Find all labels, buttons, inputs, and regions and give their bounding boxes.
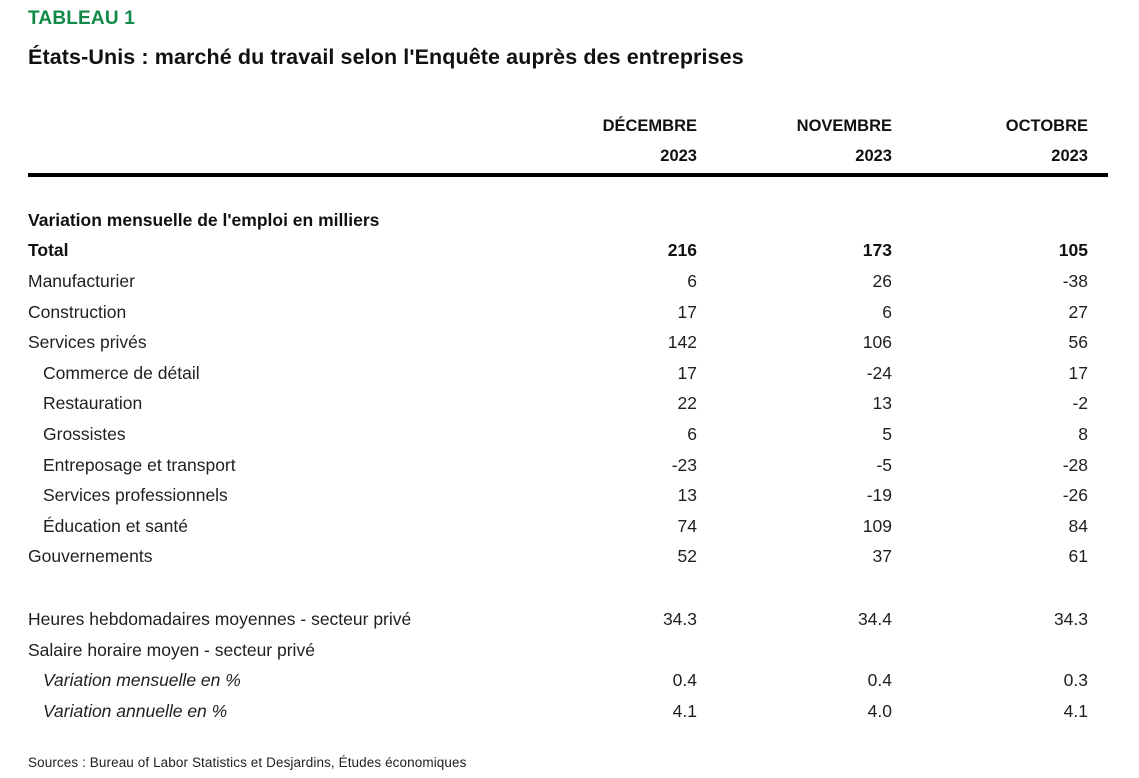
row-value-nov: 4.0 (867, 700, 892, 721)
row-value-nov: 106 (862, 332, 892, 353)
table-row-construction: Construction 17 6 27 (28, 297, 1108, 328)
row-value-dec (502, 635, 697, 666)
row-label: Variation mensuelle en % (43, 670, 241, 691)
row-label: Commerce de détail (43, 362, 200, 383)
row-value-nov: -24 (866, 362, 892, 383)
table-row-variation-mensuelle-pct: Variation mensuelle en % 0.4 0.4 0.3 (28, 665, 1108, 696)
column-header-december: DÉCEMBRE (602, 117, 697, 135)
table-row-restauration: Restauration 22 13 -2 (28, 389, 1108, 420)
row-value-dec: 216 (667, 240, 697, 261)
table-row-commerce-detail: Commerce de détail 17 -24 17 (28, 358, 1108, 389)
row-value-oct: 17 (1068, 362, 1088, 383)
row-value-oct: -2 (1072, 393, 1088, 414)
row-label: Services privés (28, 332, 147, 353)
row-label: Total (28, 240, 69, 261)
table-header: DÉCEMBRE NOVEMBRE OCTOBRE 2023 2023 2023 (28, 106, 1108, 177)
table-row-salaire-horaire: Salaire horaire moyen - secteur privé (28, 635, 1108, 666)
table-row-gouvernements: Gouvernements 52 37 61 (28, 542, 1108, 573)
header-month-row: DÉCEMBRE NOVEMBRE OCTOBRE (28, 106, 1108, 136)
row-value-oct (892, 635, 1108, 666)
table-body: Variation mensuelle de l'emploi en milli… (28, 175, 1108, 727)
row-value-dec: 4.1 (672, 700, 697, 721)
row-value-dec: 17 (677, 362, 697, 383)
row-value-dec: 6 (687, 423, 697, 444)
row-value-oct: -38 (1062, 270, 1088, 291)
row-value-oct: -26 (1062, 485, 1088, 506)
row-label: Services professionnels (43, 485, 228, 506)
table-row-total: Total 216 173 105 (28, 236, 1108, 267)
table-row-entreposage-transport: Entreposage et transport -23 -5 -28 (28, 450, 1108, 481)
row-value-nov: -5 (876, 454, 892, 475)
table-tag: TABLEAU 1 (28, 8, 136, 29)
page-title: États-Unis : marché du travail selon l'E… (28, 45, 744, 69)
row-value-nov: 0.4 (867, 670, 892, 691)
row-value-oct: 4.1 (1063, 700, 1088, 721)
row-label: Grossistes (43, 423, 126, 444)
column-year-october: 2023 (892, 136, 1108, 177)
row-value-dec: 74 (677, 515, 697, 536)
row-value-nov: 173 (862, 240, 892, 261)
row-label: Éducation et santé (43, 515, 188, 536)
row-value-oct: 34.3 (1053, 608, 1088, 629)
row-value-oct: 84 (1068, 515, 1088, 536)
row-label: Heures hebdomadaires moyennes - secteur … (28, 608, 412, 629)
column-header-october: OCTOBRE (1005, 117, 1088, 135)
table-row-services-prives: Services privés 142 106 56 (28, 327, 1108, 358)
row-value-nov: -19 (866, 485, 892, 506)
table-row-services-professionnels: Services professionnels 13 -19 -26 (28, 480, 1108, 511)
row-value-oct: -28 (1062, 454, 1088, 475)
header-year-row: 2023 2023 2023 (28, 136, 1108, 177)
row-value-dec: 22 (677, 393, 697, 414)
header-spacer (28, 136, 502, 177)
row-label: Manufacturier (28, 270, 135, 291)
table-row-heures-hebdomadaires: Heures hebdomadaires moyennes - secteur … (28, 572, 1108, 635)
row-value-oct (892, 175, 1108, 236)
row-value-dec: -23 (671, 454, 697, 475)
row-label: Variation annuelle en % (43, 700, 228, 721)
table-row-education-sante: Éducation et santé 74 109 84 (28, 511, 1108, 542)
row-value-dec (502, 175, 697, 236)
header-spacer (28, 106, 502, 136)
row-label: Restauration (43, 393, 143, 414)
row-value-nov: 37 (872, 546, 892, 567)
labor-market-table: DÉCEMBRE NOVEMBRE OCTOBRE 2023 2023 2023… (28, 106, 1108, 727)
row-value-dec: 142 (667, 332, 697, 353)
column-year-november: 2023 (697, 136, 892, 177)
row-value-nov: 6 (882, 301, 892, 322)
row-value-oct: 105 (1058, 240, 1088, 261)
row-value-nov: 5 (882, 423, 892, 444)
row-value-oct: 0.3 (1063, 670, 1088, 691)
row-value-nov: 34.4 (857, 608, 892, 629)
report-page: TABLEAU 1 États-Unis : marché du travail… (28, 8, 1108, 727)
table-row-grossistes: Grossistes 6 5 8 (28, 419, 1108, 450)
sources-note: Sources : Bureau of Labor Statistics et … (28, 755, 467, 770)
table-row-variation-annuelle-pct: Variation annuelle en % 4.1 4.0 4.1 (28, 696, 1108, 727)
row-value-dec: 13 (677, 485, 697, 506)
row-label: Salaire horaire moyen - secteur privé (28, 639, 315, 660)
row-value-oct: 8 (1078, 423, 1088, 444)
row-value-oct: 56 (1068, 332, 1088, 353)
row-value-dec: 0.4 (672, 670, 697, 691)
row-value-dec: 34.3 (662, 608, 697, 629)
row-label: Gouvernements (28, 546, 153, 567)
table-row-section-header: Variation mensuelle de l'emploi en milli… (28, 175, 1108, 236)
row-value-dec: 52 (677, 546, 697, 567)
row-value-nov: 13 (872, 393, 892, 414)
row-label: Construction (28, 301, 127, 322)
row-value-nov (697, 635, 892, 666)
row-value-oct: 61 (1068, 546, 1088, 567)
table-row-manufacturier: Manufacturier 6 26 -38 (28, 266, 1108, 297)
row-value-dec: 17 (677, 301, 697, 322)
row-value-oct: 27 (1068, 301, 1088, 322)
column-header-november: NOVEMBRE (796, 117, 892, 135)
column-year-december: 2023 (502, 136, 697, 177)
row-label: Entreposage et transport (43, 454, 236, 475)
row-label: Variation mensuelle de l'emploi en milli… (28, 209, 380, 230)
row-value-nov: 26 (872, 270, 892, 291)
row-value-dec: 6 (687, 270, 697, 291)
row-value-nov: 109 (862, 515, 892, 536)
row-value-nov (697, 175, 892, 236)
